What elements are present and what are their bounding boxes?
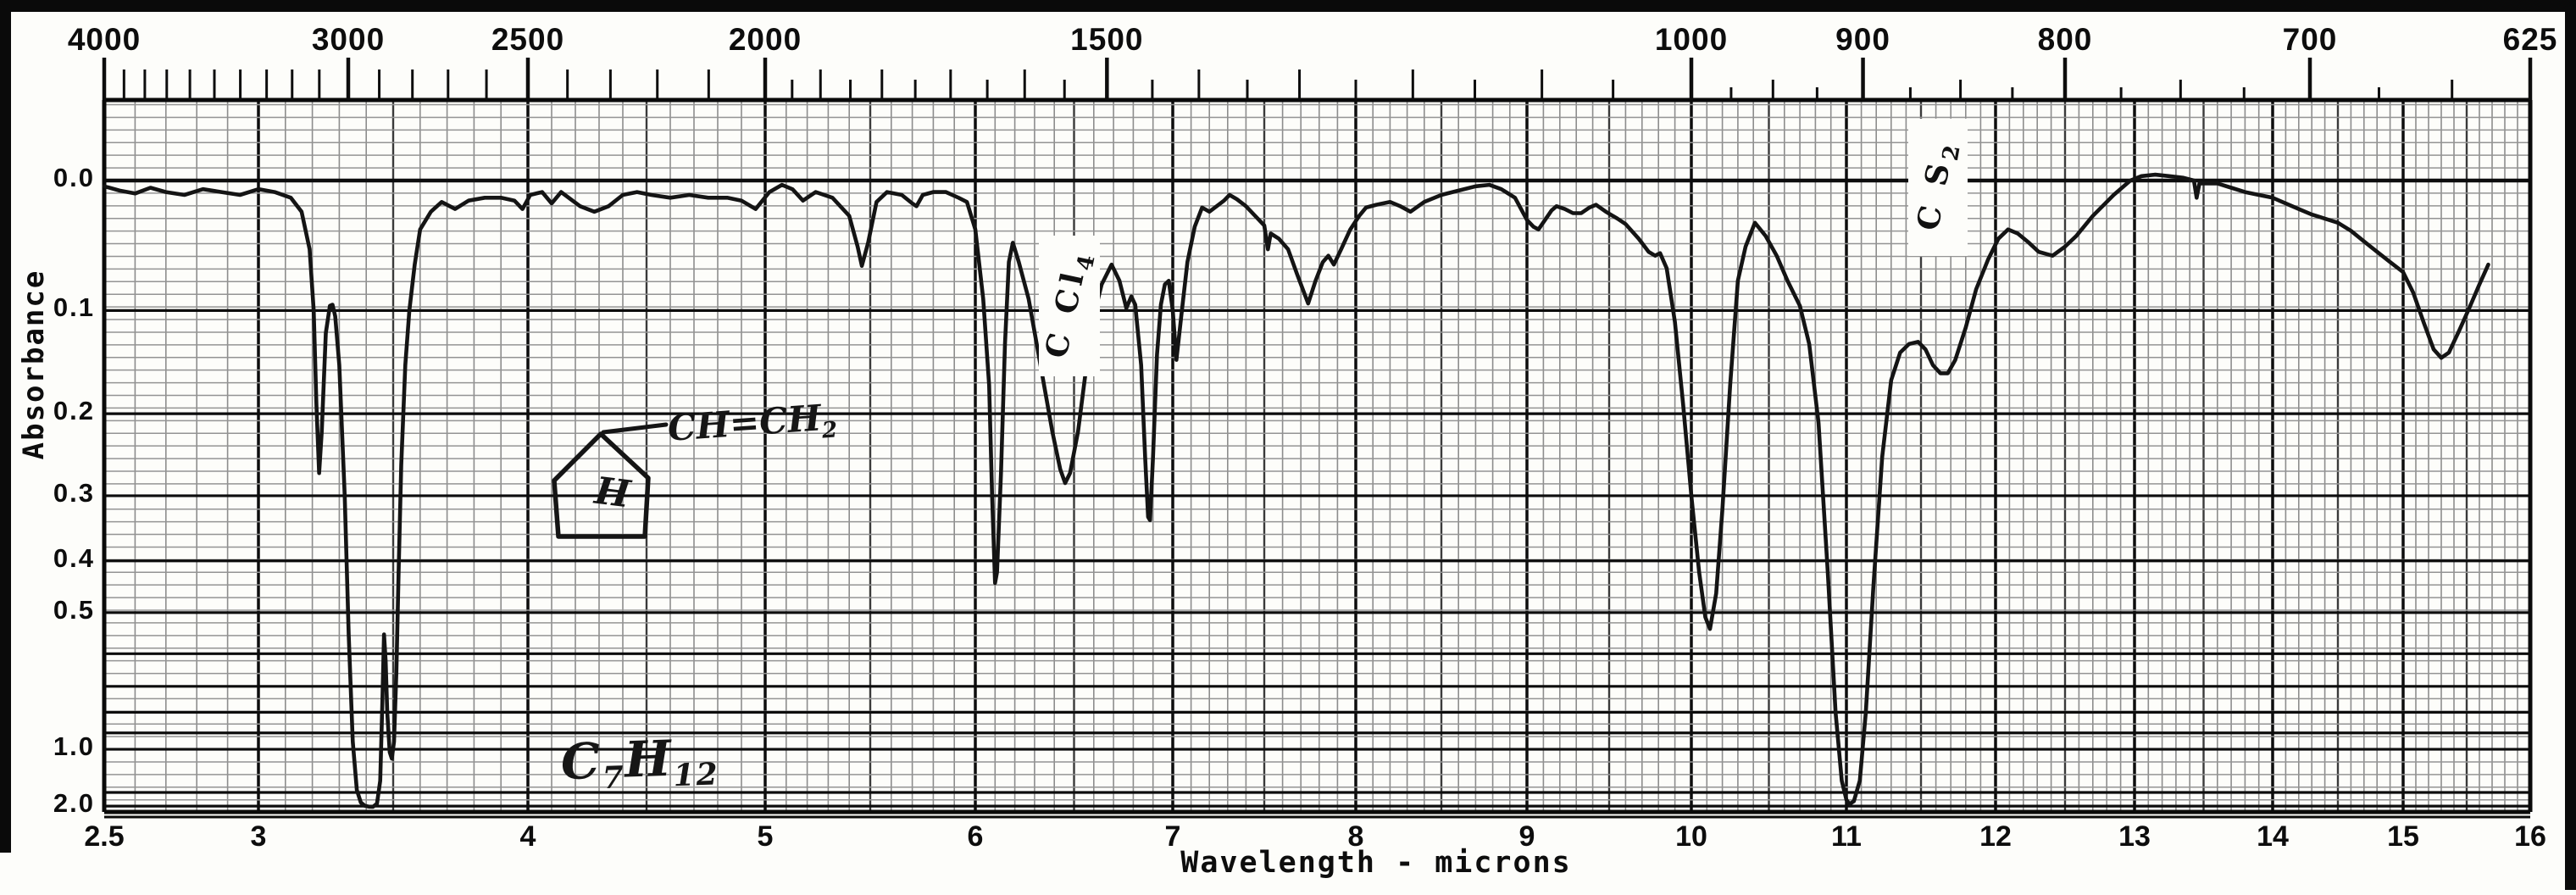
x-axis-title: Wavelength - microns [1180, 846, 1572, 880]
bottom-axis-label-12: 12 [1979, 820, 2012, 853]
scan-frame-left [0, 0, 11, 853]
cs2-solvent-label: C S2 [1908, 119, 1968, 256]
cyclopentane-ring [552, 431, 651, 539]
bottom-axis-label-3: 3 [250, 820, 267, 853]
bottom-axis-label-5: 5 [757, 820, 774, 853]
formula-h-subscript: 12 [672, 756, 720, 794]
scan-frame-right [2565, 0, 2576, 890]
top-axis-label-4000: 4000 [67, 22, 142, 57]
bottom-axis-label-6: 6 [967, 820, 984, 853]
top-axis-label-900: 900 [1835, 22, 1890, 57]
left-axis-label-0.5: 0.5 [53, 594, 95, 625]
top-axis-label-1000: 1000 [1654, 22, 1729, 57]
bottom-axis-label-14: 14 [2257, 820, 2289, 853]
left-axis-label-0.3: 0.3 [53, 477, 95, 508]
bottom-axis-label-16: 16 [2514, 820, 2546, 853]
left-axis-label-0.2: 0.2 [53, 396, 95, 426]
substituent-bond [601, 422, 669, 435]
bottom-axis-label-2.5: 2.5 [84, 820, 125, 853]
top-axis-label-2000: 2000 [728, 22, 802, 57]
left-axis-label-2.0: 2.0 [53, 788, 95, 819]
bottom-axis-label-11: 11 [1831, 820, 1862, 853]
top-axis-label-2500: 2500 [491, 22, 565, 57]
left-axis-label-0.1: 0.1 [53, 292, 95, 323]
bottom-axis-label-8: 8 [1347, 820, 1364, 853]
ring-hydrogen-label: H [592, 469, 633, 517]
bottom-axis-label-10: 10 [1675, 820, 1707, 853]
formula-h: H [623, 729, 675, 789]
vinyl-subscript: 2 [821, 417, 839, 444]
top-axis-label-800: 800 [2037, 22, 2093, 57]
ccl4-text: C Cl [1038, 264, 1092, 362]
bottom-axis-label-7: 7 [1164, 820, 1181, 853]
bottom-axis-label-4: 4 [519, 820, 536, 853]
molecular-formula-label: C7H12 [560, 728, 720, 798]
formula-c-subscript: 7 [602, 759, 626, 797]
top-axis-label-1500: 1500 [1070, 22, 1144, 57]
ccl4-solvent-label: C Cl4 [1038, 236, 1101, 376]
top-axis-label-3000: 3000 [311, 22, 386, 57]
scan-frame-top [0, 0, 2576, 12]
bottom-axis-label-9: 9 [1518, 820, 1535, 853]
top-axis-label-700: 700 [2282, 22, 2338, 57]
left-axis-label-1.0: 1.0 [53, 731, 95, 762]
left-axis-label-0.4: 0.4 [53, 542, 95, 573]
top-axis-label-625: 625 [2502, 22, 2558, 57]
left-axis-label-0.0: 0.0 [53, 163, 95, 192]
cs2-text: C S [1910, 155, 1958, 233]
spectrum-curve [102, 172, 2490, 809]
bottom-axis-label-15: 15 [2387, 820, 2419, 853]
formula-c: C [559, 731, 603, 792]
bottom-axis-label-13: 13 [2118, 820, 2151, 853]
